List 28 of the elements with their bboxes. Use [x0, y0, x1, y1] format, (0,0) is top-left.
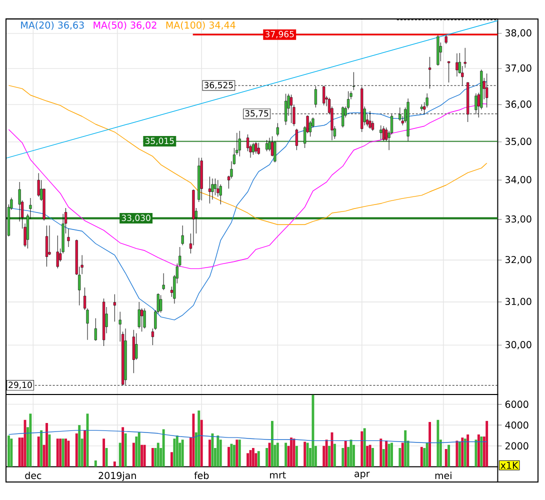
y-tick-label: 2000	[505, 442, 528, 450]
x-tick-label: 2019jan	[98, 472, 136, 481]
ref-line-label: 37,965	[265, 30, 294, 38]
y-tick-label: 6000	[505, 400, 528, 408]
x-tick-label: mrt	[270, 472, 286, 478]
y-tick-label: 33,00	[505, 215, 532, 224]
y-tick-label: 4000	[505, 421, 528, 429]
y-tick-label: 34,00	[505, 176, 532, 184]
y-tick-label: 31,00	[505, 298, 532, 306]
ref-line-label: 33,030	[122, 214, 150, 222]
y-tick-label: 37,00	[505, 64, 532, 73]
ref-line-label: 36,525	[204, 82, 233, 90]
text: MA(20) 36,63	[21, 21, 84, 30]
ref-line-label: 35,75	[245, 110, 268, 118]
y-tick-label: 38,00	[505, 29, 532, 38]
y-tick-label: 35,00	[505, 138, 532, 146]
x-tick-label: feb	[194, 472, 209, 480]
x-tick-label: dec	[25, 472, 42, 480]
y-axis-title: x1K	[500, 462, 518, 469]
x-tick-label: mei	[435, 472, 452, 480]
ref-line-label: 35,015	[145, 138, 174, 145]
x-tick-label: apr	[354, 472, 370, 480]
text: MA(50) 36,02	[94, 21, 156, 30]
y-tick-label: 36,00	[505, 100, 532, 109]
y-tick-label: 30,00	[505, 341, 532, 350]
ref-line-label: 29,10	[8, 382, 32, 389]
y-tick-label: 32,00	[505, 256, 532, 264]
text: MA(100) 34,44	[166, 21, 236, 30]
